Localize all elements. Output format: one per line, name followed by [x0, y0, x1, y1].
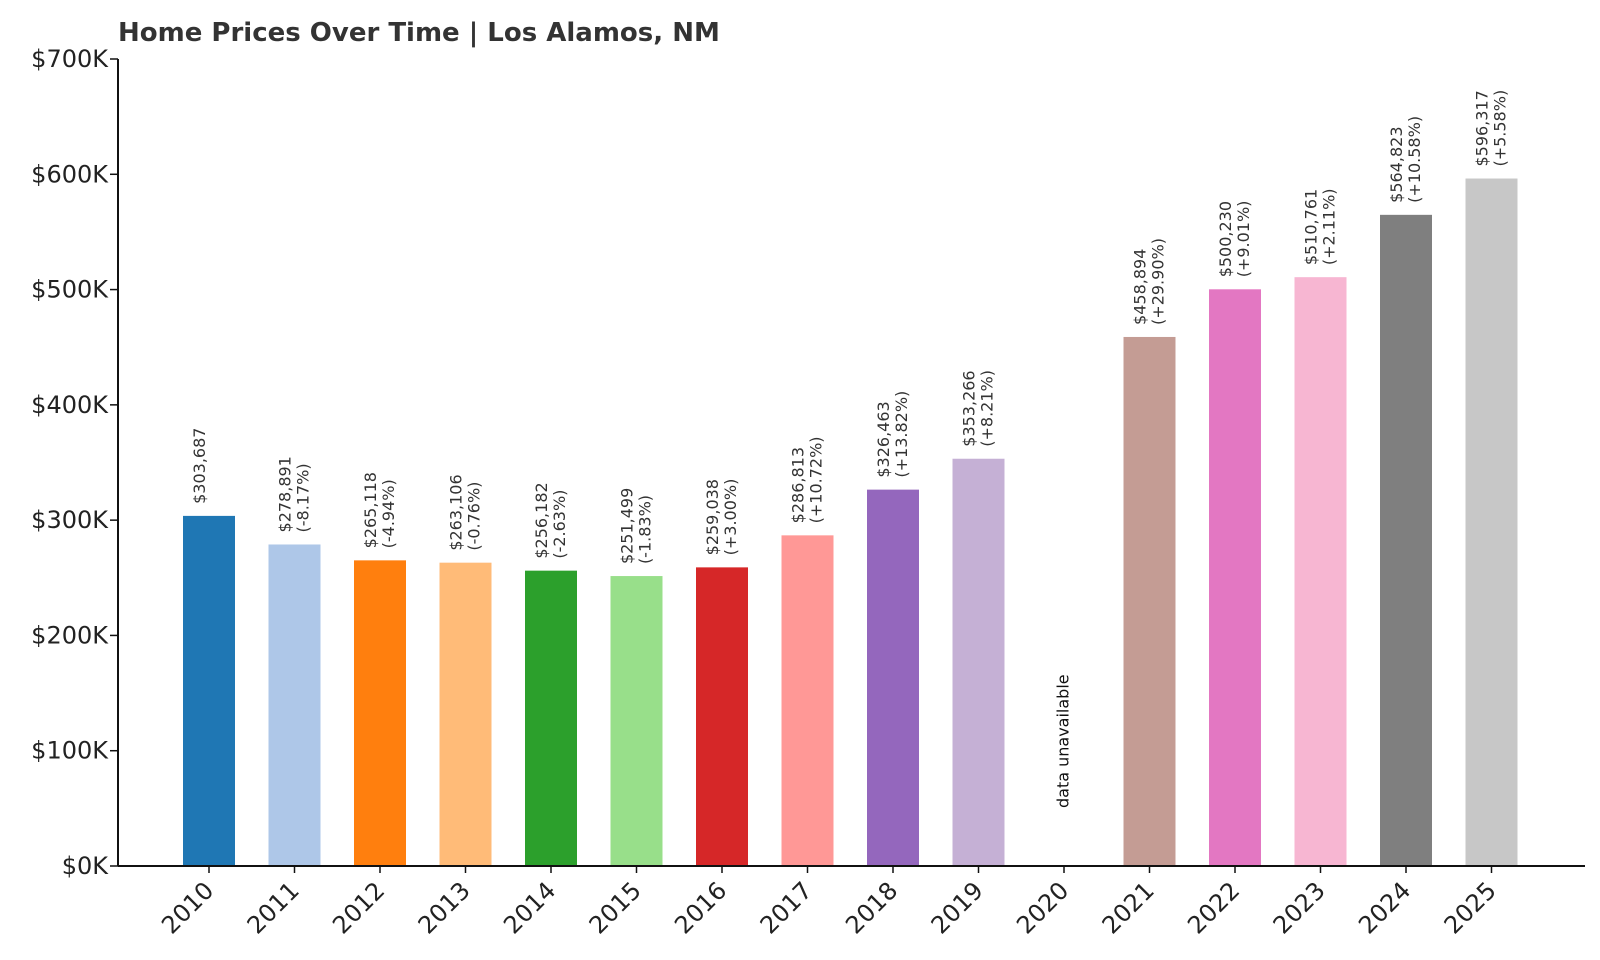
x-tick-label: 2012 — [327, 876, 390, 939]
y-tick-label: $200K — [31, 621, 109, 649]
y-tick-label: $100K — [31, 737, 109, 765]
bar — [268, 544, 321, 866]
x-tick-label: 2024 — [1353, 876, 1416, 939]
bar — [781, 535, 834, 866]
bar — [1123, 336, 1176, 866]
bar-value-label: $510,761 — [1302, 189, 1321, 265]
x-tick-label: 2016 — [669, 876, 732, 939]
bar-value-label: $596,317 — [1473, 90, 1492, 166]
bar — [952, 458, 1005, 866]
bar-value-label: $251,499 — [618, 488, 637, 564]
bar-value-label: $564,823 — [1387, 126, 1406, 202]
bar-change-label: (+8.21%) — [978, 370, 997, 447]
bar-value-label: $259,038 — [703, 479, 722, 555]
bar-value-label: $265,118 — [361, 472, 380, 548]
bar — [183, 515, 235, 866]
x-tick-label: 2015 — [584, 876, 647, 939]
bar-change-label: (+10.58%) — [1405, 116, 1424, 203]
x-tick-label: 2010 — [156, 876, 219, 939]
bar-change-label: (+5.58%) — [1491, 90, 1510, 167]
bar — [525, 570, 577, 866]
bar-value-label: $326,463 — [874, 401, 893, 477]
y-tick-label: $700K — [31, 45, 109, 73]
bar-change-label: (-2.63%) — [550, 490, 569, 559]
x-tick-label: 2023 — [1268, 876, 1331, 939]
bar-change-label: (-4.94%) — [379, 479, 398, 548]
bar-labels-group: $303,687 $278,891 (-8.17%) $265,118 (-4.94%)… — [190, 90, 1510, 808]
x-tick-label: 2018 — [840, 876, 903, 939]
bar-change-label: (+2.11%) — [1320, 188, 1339, 265]
x-tick-label: 2011 — [242, 876, 305, 939]
bar-value-label: $353,266 — [960, 370, 979, 446]
bar — [439, 562, 492, 866]
bar-value-label: $263,106 — [447, 474, 466, 550]
x-tick-label: 2019 — [926, 876, 989, 939]
bar-change-label: (+29.90%) — [1149, 238, 1168, 325]
bar — [1465, 178, 1518, 867]
bar — [610, 576, 663, 866]
bar-change-label: (+3.00%) — [721, 479, 740, 556]
bar-change-label: (+13.82%) — [892, 391, 911, 478]
y-axis: $0K $100K $200K $300K $400K $500K $600K $700K — [31, 45, 119, 880]
y-tick-label: $400K — [31, 391, 109, 419]
bar — [867, 489, 919, 866]
bar-value-label: $278,891 — [276, 456, 295, 532]
x-tick-label: 2020 — [1011, 876, 1074, 939]
bar-value-label: $303,687 — [190, 428, 209, 504]
bar-value-label: $458,894 — [1131, 249, 1150, 325]
bar-change-label: (-0.76%) — [465, 482, 484, 551]
bar — [696, 567, 748, 866]
y-tick-label: $500K — [31, 276, 109, 304]
x-tick-label: 2013 — [413, 876, 476, 939]
x-tick-label: 2017 — [755, 876, 818, 939]
bar-change-label: (-8.17%) — [294, 463, 313, 532]
bar-change-label: (+10.72%) — [807, 436, 826, 523]
y-tick-label: $300K — [31, 506, 109, 534]
bar-change-label: (+9.01%) — [1234, 201, 1253, 278]
x-tick-label: 2025 — [1439, 876, 1502, 939]
bars-group — [183, 178, 1518, 867]
x-axis: 2010 2011 2012 2013 2014 2015 2016 2017 2018 2019… — [118, 865, 1585, 939]
bar-change-label: (-1.83%) — [636, 495, 655, 564]
bar — [354, 560, 406, 866]
chart-title: Home Prices Over Time | Los Alamos, NM — [118, 18, 720, 48]
bar — [1294, 277, 1347, 866]
y-tick-label: $0K — [62, 852, 110, 880]
bar-value-label: $286,813 — [789, 447, 808, 523]
bar-value-label: $256,182 — [532, 482, 551, 558]
bar — [1209, 289, 1261, 866]
x-tick-label: 2022 — [1182, 876, 1245, 939]
y-tick-label: $600K — [31, 160, 109, 188]
bar — [1380, 214, 1432, 866]
bar-value-label: $500,230 — [1216, 201, 1235, 277]
x-tick-label: 2021 — [1097, 876, 1160, 939]
x-tick-label: 2014 — [498, 876, 561, 939]
data-unavailable-label: data unavailable — [1054, 674, 1073, 808]
